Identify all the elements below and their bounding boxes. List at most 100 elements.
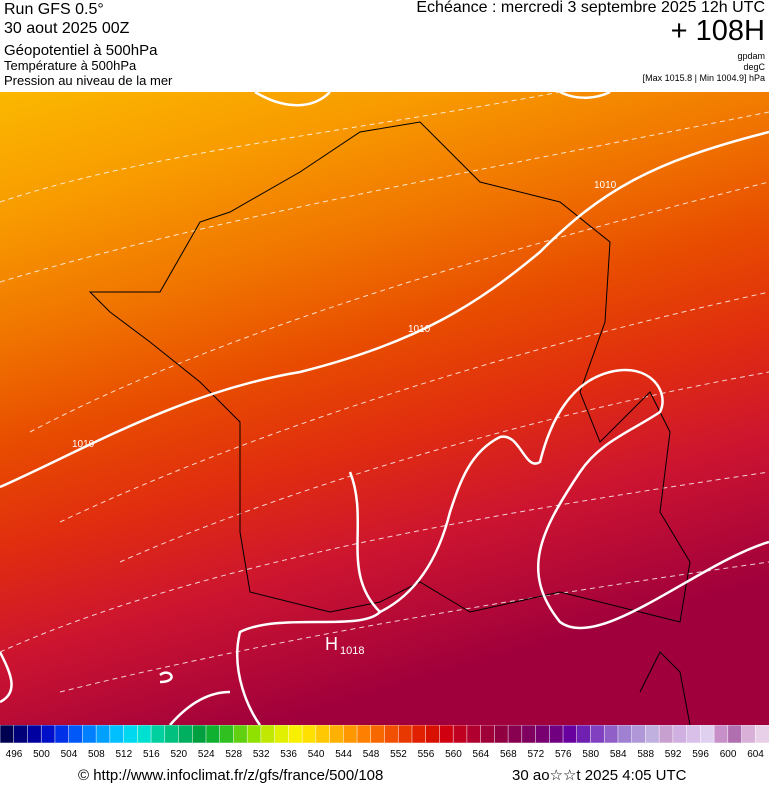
scale-cell <box>343 725 358 744</box>
scale-cell <box>274 725 290 744</box>
scale-label: 496 <box>6 749 23 760</box>
scale-label: 596 <box>692 749 709 760</box>
scale-label: 572 <box>527 749 544 760</box>
field-3: Pression au niveau de la mer <box>4 73 173 88</box>
scale-label: 600 <box>720 749 737 760</box>
scale-label: 520 <box>170 749 187 760</box>
scale-cell <box>713 725 729 744</box>
scale-cell <box>219 725 235 744</box>
scale-label: 500 <box>33 749 50 760</box>
scale-cell <box>54 725 70 744</box>
scale-cell <box>123 725 139 744</box>
scale-cell <box>82 725 97 744</box>
scale-cell <box>741 725 757 744</box>
scale-label: 544 <box>335 749 352 760</box>
scale-cell <box>439 725 454 744</box>
field-2: Température à 500hPa <box>4 58 137 73</box>
scale-label: 588 <box>637 749 654 760</box>
scale-label: 528 <box>225 749 242 760</box>
temperature-field <box>0 92 769 725</box>
contour-label: 1010 <box>72 439 95 450</box>
scale-label: 516 <box>143 749 160 760</box>
scale-cell <box>356 725 372 744</box>
scale-cell <box>535 725 551 744</box>
scale-label: 556 <box>418 749 435 760</box>
unit-geopot: gpdam <box>737 51 765 61</box>
scale-cell <box>755 725 769 744</box>
france-outline <box>88 121 691 623</box>
scale-cell <box>164 725 180 744</box>
scale-cell <box>150 725 166 744</box>
run-date: 30 aout 2025 00Z <box>4 20 130 37</box>
contour-labels: 1010 1010 1010 H 1018 <box>72 180 617 657</box>
scale-cell <box>700 725 715 744</box>
footer-date: 30 ao☆☆t 2025 4:05 UTC <box>512 767 687 784</box>
scale-cell <box>246 725 262 744</box>
map: 1010 1010 1010 H 1018 <box>0 92 769 725</box>
lead-time: + 108H <box>670 15 765 47</box>
isobars <box>0 92 769 725</box>
scale-cell <box>549 725 564 744</box>
scale-cell <box>260 725 276 744</box>
scale-cell <box>397 725 413 744</box>
scale-label: 604 <box>747 749 764 760</box>
scale-cell <box>452 725 468 744</box>
scale-cell <box>233 725 248 744</box>
scale-cell <box>686 725 702 744</box>
scale-label: 536 <box>280 749 297 760</box>
scale-label: 512 <box>116 749 133 760</box>
contour-label: 1010 <box>594 180 617 191</box>
scale-label: 576 <box>555 749 572 760</box>
scale-cell <box>672 725 688 744</box>
scale-cell <box>137 725 152 744</box>
run-label: Run GFS 0.5° <box>4 1 104 18</box>
scale-cell <box>507 725 523 744</box>
scale-cell <box>562 725 578 744</box>
scale-cell <box>480 725 496 744</box>
scale-cell <box>603 725 619 744</box>
scale-cell <box>617 725 633 744</box>
scale-cell <box>590 725 605 744</box>
corsica <box>639 651 691 725</box>
scale-cell <box>27 725 42 744</box>
scale-cell <box>466 725 482 744</box>
scale-cell <box>576 725 592 744</box>
high-value: 1018 <box>340 645 364 657</box>
scale-label: 564 <box>473 749 490 760</box>
scale-cell <box>411 725 427 744</box>
scale-label: 584 <box>610 749 627 760</box>
scale-cell <box>95 725 111 744</box>
scale-cell <box>109 725 125 744</box>
scale-cell <box>301 725 317 744</box>
scale-cell <box>521 725 537 744</box>
color-scale: 496 500 504 508 512 516 520 524 528 532 536 540 544 5… <box>0 725 769 760</box>
scale-label: 524 <box>198 749 215 760</box>
scale-cell <box>205 725 221 744</box>
scale-label: 560 <box>445 749 462 760</box>
unit-temp: degC <box>743 62 765 72</box>
scale-label: 552 <box>390 749 407 760</box>
scale-cell <box>0 725 15 744</box>
scale-label: 532 <box>253 749 270 760</box>
scale-label: 568 <box>500 749 517 760</box>
scale-cell <box>631 725 647 744</box>
scale-cell <box>13 725 29 744</box>
scale-cell <box>178 725 193 744</box>
scale-cell <box>384 725 399 744</box>
scale-cell <box>494 725 509 744</box>
scale-cell <box>727 725 743 744</box>
scale-cell <box>658 725 674 744</box>
footer-url: © http://www.infoclimat.fr/z/gfs/france/… <box>78 767 384 784</box>
scale-cell <box>329 725 345 744</box>
unit-pressure: [Max 1015.8 | Min 1004.9] hPa <box>642 73 765 83</box>
scale-cell <box>315 725 331 744</box>
scale-label: 508 <box>88 749 105 760</box>
scale-cell <box>288 725 303 744</box>
echeance: Echéance : mercredi 3 septembre 2025 12h… <box>416 0 765 16</box>
high-symbol: H <box>325 634 338 654</box>
scale-cell <box>40 725 56 744</box>
scale-cell <box>645 725 660 744</box>
field-1: Géopotentiel à 500hPa <box>4 42 158 59</box>
contour-label: 1010 <box>408 324 431 335</box>
